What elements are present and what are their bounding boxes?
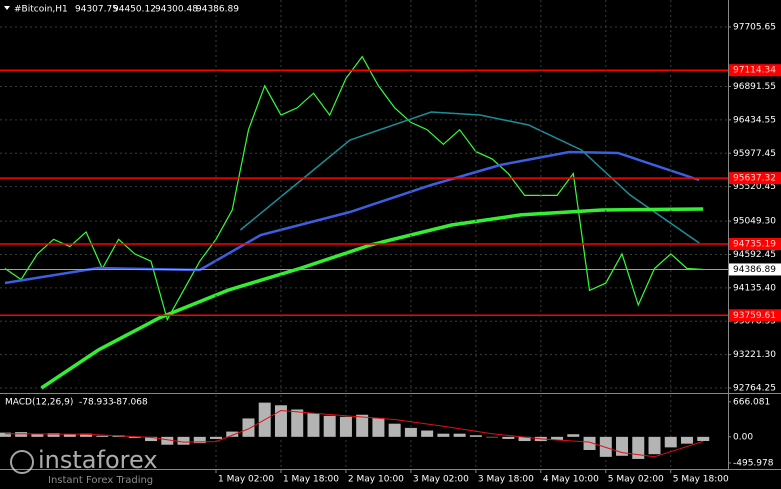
y-tick-label: 666.081 bbox=[733, 397, 770, 407]
current-price-label: 94386.89 bbox=[733, 265, 776, 275]
y-tick-label: -495.978 bbox=[733, 458, 774, 468]
macd-bar bbox=[453, 433, 466, 437]
level-label-box bbox=[729, 172, 781, 185]
macd-bar bbox=[193, 436, 206, 444]
macd-bar bbox=[47, 433, 60, 437]
y-tick-label: 0.00 bbox=[733, 432, 753, 442]
y-tick-label: 94135.40 bbox=[733, 283, 776, 293]
macd-bar bbox=[210, 436, 223, 439]
macd-bar bbox=[697, 436, 710, 441]
macd-bar bbox=[632, 436, 645, 459]
macd-bar bbox=[421, 430, 434, 437]
macd-bar bbox=[518, 436, 531, 442]
macd-bar bbox=[0, 432, 11, 437]
ohlc-high: 94450.12 bbox=[113, 5, 156, 15]
y-tick-label: 95049.30 bbox=[733, 217, 776, 227]
macd-bar bbox=[567, 434, 580, 437]
x-tick-label: 2 May 10:00 bbox=[348, 475, 404, 485]
macd-bar bbox=[242, 418, 255, 437]
macd-title: MACD(12,26,9) bbox=[5, 398, 73, 408]
level-label: 93759.61 bbox=[733, 311, 776, 321]
macd-bar bbox=[551, 436, 564, 440]
x-tick-label: 1 May 02:00 bbox=[218, 475, 274, 485]
macd-bar bbox=[437, 433, 450, 437]
macd-signal-readout: -87.068 bbox=[113, 398, 148, 408]
macd-bar bbox=[161, 436, 174, 445]
macd-bar bbox=[680, 436, 693, 444]
macd-bar bbox=[15, 432, 28, 437]
macd-bar bbox=[388, 423, 401, 437]
moving-average bbox=[40, 207, 704, 390]
macd-bar bbox=[291, 409, 304, 437]
macd-bar bbox=[63, 434, 76, 437]
x-tick-label: 4 May 10:00 bbox=[543, 475, 599, 485]
macd-bar bbox=[339, 416, 352, 437]
x-tick-label: 5 May 02:00 bbox=[608, 475, 664, 485]
macd-bar bbox=[145, 436, 158, 442]
macd-bar bbox=[177, 436, 190, 445]
macd-bar bbox=[372, 417, 385, 437]
macd-bar bbox=[583, 436, 596, 450]
macd-bar bbox=[128, 436, 141, 438]
moving-average bbox=[239, 111, 700, 244]
level-label: 95637.32 bbox=[733, 174, 776, 184]
x-tick-label: 5 May 18:00 bbox=[673, 475, 729, 485]
symbol-title: #Bitcoin,H1 bbox=[14, 5, 68, 15]
macd-main-readout: -78.933 bbox=[79, 398, 114, 408]
y-tick-label: 96434.55 bbox=[733, 115, 776, 125]
macd-bar bbox=[307, 413, 320, 437]
macd-bar bbox=[404, 427, 417, 437]
level-label: 94735.19 bbox=[733, 240, 776, 250]
macd-bar bbox=[31, 433, 44, 437]
macd-bar bbox=[664, 436, 677, 448]
macd-bar bbox=[356, 414, 369, 437]
macd-bar bbox=[226, 431, 239, 437]
ohlc-open: 94307.75 bbox=[75, 5, 118, 15]
logo-icon bbox=[10, 450, 34, 474]
watermark: instaforex Instant Forex Trading bbox=[10, 446, 158, 486]
level-label-box bbox=[729, 238, 781, 251]
level-label-box bbox=[729, 64, 781, 77]
macd-bar bbox=[80, 433, 93, 437]
y-tick-label: 95520.45 bbox=[733, 182, 776, 192]
brand: instaforex bbox=[38, 446, 158, 474]
macd-bar bbox=[469, 435, 482, 437]
x-tick-label: 1 May 18:00 bbox=[283, 475, 339, 485]
ohlc-low: 94300.48 bbox=[155, 5, 198, 15]
tagline: Instant Forex Trading bbox=[48, 475, 153, 486]
macd-bar bbox=[274, 405, 287, 437]
y-tick-label: 93678.35 bbox=[733, 317, 776, 327]
x-tick-label: 3 May 02:00 bbox=[413, 475, 469, 485]
macd-bar bbox=[648, 436, 661, 455]
signal-line bbox=[4, 409, 704, 458]
y-tick-label: 94592.45 bbox=[733, 250, 776, 260]
macd-bar bbox=[616, 436, 629, 456]
level-label-box bbox=[729, 309, 781, 322]
macd-bar bbox=[502, 436, 515, 439]
level-label: 97114.34 bbox=[733, 66, 776, 76]
y-tick-label: 95977.45 bbox=[733, 149, 776, 159]
macd-bar bbox=[486, 436, 499, 438]
y-tick-label: 96891.55 bbox=[733, 82, 776, 92]
price-line bbox=[4, 55, 704, 322]
ohlc-close: 94386.89 bbox=[196, 5, 239, 15]
x-tick-label: 3 May 18:00 bbox=[478, 475, 534, 485]
macd-bar bbox=[96, 435, 109, 437]
y-tick-label: 97705.65 bbox=[733, 22, 776, 32]
macd-bar bbox=[323, 415, 336, 437]
y-tick-label: 93221.30 bbox=[733, 350, 776, 360]
current-price-box bbox=[729, 263, 781, 276]
menu-arrow bbox=[4, 6, 10, 10]
y-tick-label: 92764.25 bbox=[733, 384, 776, 394]
